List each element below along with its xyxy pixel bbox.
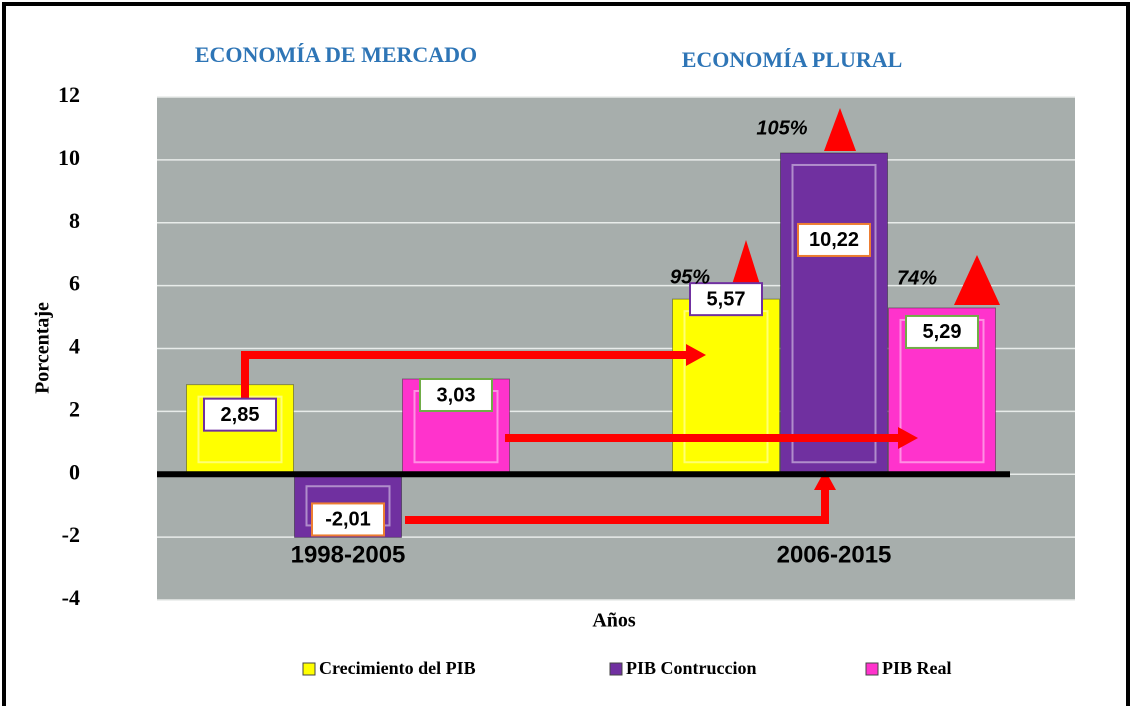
- legend-marker: [865, 662, 879, 676]
- x-axis-label: Años: [592, 610, 636, 632]
- legend-marker: [302, 662, 316, 676]
- value-label-box: [311, 502, 385, 537]
- value-label: 5,57: [707, 288, 746, 310]
- y-tick-label: 8: [69, 208, 80, 233]
- y-tick-label: 0: [69, 459, 80, 484]
- arrowhead: [814, 470, 836, 490]
- value-label: 2,85: [221, 404, 260, 426]
- arrowhead: [686, 344, 706, 366]
- bar: [780, 152, 888, 475]
- value-label: 5,29: [923, 321, 962, 343]
- x-tick-label: 1998-2005: [291, 541, 406, 568]
- annotation: ECONOMÍA PLURAL: [682, 47, 903, 72]
- value-label-box: [797, 222, 871, 257]
- annotation: ECONOMÍA DE MERCADO: [195, 42, 477, 67]
- legend-label: Crecimiento del PIB: [319, 658, 476, 678]
- bar-bevel: [197, 395, 283, 464]
- annotation: 74%: [897, 267, 937, 289]
- arrow: [405, 488, 829, 524]
- triangle: [824, 108, 856, 151]
- legend-label: PIB Contruccion: [626, 658, 757, 678]
- triangle: [730, 240, 762, 291]
- triangle: [954, 255, 1000, 305]
- y-tick-label: -4: [62, 585, 80, 610]
- value-label: 3,03: [437, 384, 476, 406]
- y-axis-label: Porcentaje: [32, 302, 54, 394]
- value-label-box: [419, 377, 493, 412]
- value-label: 10,22: [809, 229, 859, 251]
- annotation: 105%: [756, 117, 807, 139]
- arrow: [241, 351, 688, 398]
- y-tick-label: 10: [58, 145, 80, 170]
- legend-marker: [609, 662, 623, 676]
- y-tick-label: 2: [69, 396, 80, 421]
- arrowhead: [898, 427, 918, 449]
- value-label-box: [905, 314, 979, 349]
- bar-bevel: [791, 163, 877, 464]
- bar: [672, 298, 780, 475]
- y-tick-label: 4: [69, 334, 80, 359]
- annotation: 95%: [670, 266, 710, 288]
- legend-label: PIB Real: [882, 658, 952, 678]
- y-tick-label: 12: [58, 82, 80, 107]
- value-label: -2,01: [325, 509, 371, 531]
- value-label-box: [203, 397, 277, 432]
- value-label-box: [689, 282, 763, 317]
- arrows: [241, 108, 1000, 524]
- y-tick-label: 6: [69, 271, 80, 296]
- x-tick-label: 2006-2015: [777, 541, 892, 568]
- y-tick-label: -2: [62, 522, 80, 547]
